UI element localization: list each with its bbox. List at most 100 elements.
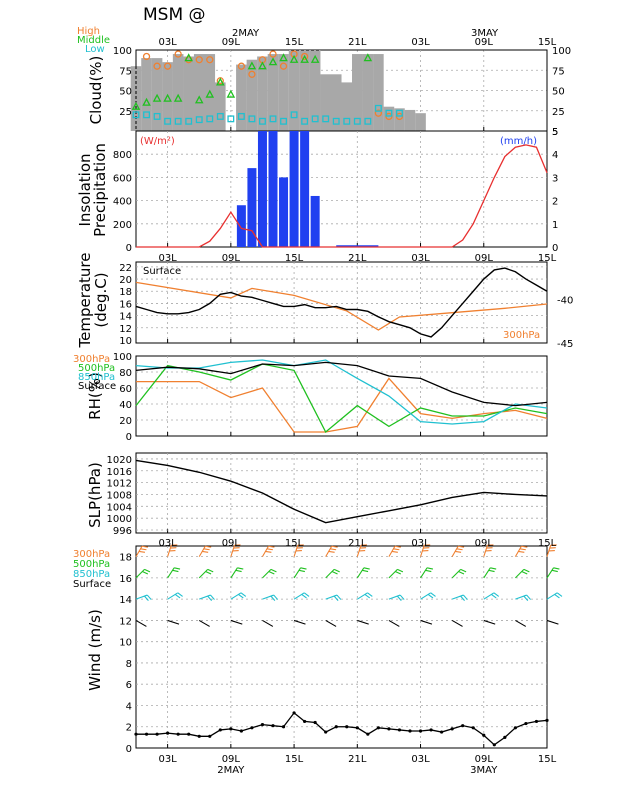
wind-barb-staff: [230, 592, 242, 600]
cloud-ytick: 100: [113, 46, 132, 57]
wind-barb-staff: [357, 619, 369, 625]
wind-barb-staff: [167, 592, 179, 600]
temp-ytick: 12: [119, 324, 132, 335]
temp-ytick: 16: [119, 299, 132, 310]
wind-barb-flag: [425, 569, 432, 573]
cloud-low-marker: [216, 112, 224, 120]
rh-line-0: [136, 377, 548, 433]
wind-barb-staff: [293, 567, 302, 579]
wind-barb-flag: [333, 568, 340, 573]
wind-surface-point: [281, 725, 286, 729]
insolation-unit: (W/m²): [140, 136, 175, 147]
day-label-top-2: 3MAY: [471, 28, 499, 39]
rh-line-2: [135, 359, 548, 425]
wind-barb-flag: [235, 569, 242, 573]
wind-barb-flag: [458, 545, 465, 548]
wind-barb-flag: [303, 592, 310, 597]
precip-ytick: 5: [552, 127, 558, 138]
wind-surface-line: [136, 711, 548, 746]
wind-barb-staff: [483, 619, 496, 625]
wind-surface-point: [334, 725, 338, 729]
cloud-total-bar: [246, 59, 258, 131]
rh-ylabel: RH(%): [86, 372, 104, 420]
xtick-top: 09L: [475, 37, 494, 48]
wind-barb-flag: [394, 545, 401, 548]
cloud-ytick: 50: [119, 87, 132, 98]
slp-frame: [135, 452, 548, 534]
cloud-low-marker: [343, 117, 351, 125]
wind-surface-point: [218, 728, 222, 732]
wind-barb-flag: [455, 550, 462, 553]
wind-barb-flag: [460, 568, 467, 573]
cloud-high-marker: [163, 62, 172, 70]
wind-surface-point: [187, 732, 191, 736]
slp-ytick: 1008: [107, 490, 132, 501]
wind-barb-flag: [556, 592, 563, 597]
wind-surface-point: [450, 727, 454, 731]
wind-barb-flag: [430, 592, 436, 597]
wind-barb-staff: [356, 567, 365, 579]
precip-ytick: 2: [552, 197, 558, 208]
wind-barb-flag: [174, 593, 181, 599]
cloud-ylabel: Cloud(%): [87, 56, 105, 125]
temperature-unit-ylabel: (deg.C): [92, 272, 110, 327]
wind-surface-point: [545, 718, 549, 722]
wind-barb-flag: [141, 545, 149, 548]
wind-barb-flag: [203, 548, 210, 551]
cloud-total-bar: [415, 113, 426, 131]
cloud-total-bar: [309, 50, 321, 131]
wind-barb-flag: [270, 568, 277, 573]
cloud-total-bar: [362, 54, 374, 131]
wind-surface-point: [376, 726, 380, 730]
wind-ytick: 18: [119, 553, 132, 564]
wind-barb-flag: [331, 545, 338, 548]
wind-legend-300: 300hPa: [73, 549, 110, 560]
cloud-high-marker: [195, 56, 203, 64]
wind-barb-staff: [262, 594, 274, 600]
cloud-low-marker: [322, 115, 330, 123]
cloud-middle-marker: [205, 89, 215, 98]
wind-barb-flag: [266, 548, 273, 551]
wind-barb-flag: [207, 595, 213, 601]
wind-surface-point: [429, 728, 433, 732]
cloud-total-bar: [278, 54, 289, 131]
wind-ytick: 12: [119, 616, 132, 627]
xtick-top: 03L: [158, 37, 177, 48]
xtick-top: 15L: [538, 37, 557, 48]
wind-barb-flag: [488, 569, 495, 573]
legend-low: Low: [85, 44, 105, 55]
wind-barb-flag: [395, 571, 402, 575]
wind-surface-point: [461, 724, 465, 728]
wind-surface-point: [229, 727, 233, 731]
wind-surface-point: [418, 729, 423, 733]
wind-barb-flag: [362, 569, 369, 573]
cloud-low-marker: [269, 115, 277, 123]
cloud-middle-marker: [300, 54, 309, 63]
cloud-low-marker: [164, 117, 172, 125]
rh-line-3: [135, 361, 548, 407]
cloud-high-marker: [237, 62, 246, 70]
wind-barb-flag: [238, 593, 244, 599]
cloud-low-marker: [153, 112, 161, 120]
wind-barb-flag: [490, 567, 497, 570]
wind-barb-flag: [363, 567, 370, 570]
wind-barb-flag: [144, 568, 151, 573]
wind-surface-point: [345, 725, 349, 729]
insolation-ytick: 800: [113, 150, 132, 161]
wind-ytick: 10: [119, 638, 132, 649]
xtick-top: 03L: [411, 37, 430, 48]
precip-ytick: 3: [552, 173, 558, 184]
wind-barb-flag: [364, 593, 371, 599]
xtick-wind: 15L: [538, 754, 557, 765]
temp-ytick: 20: [119, 275, 132, 286]
wind-barb-staff: [199, 594, 211, 600]
cloud-middle-marker: [268, 57, 278, 66]
wind-barb-flag: [328, 550, 335, 553]
cloud-high-marker: [174, 50, 182, 58]
wind-barb-staff: [420, 619, 433, 625]
day-label-bottom-1: 2MAY: [217, 765, 245, 776]
cloud-total-bar: [141, 58, 152, 131]
wind-barb-flag: [518, 550, 525, 553]
wind-barb-flag: [330, 548, 337, 551]
rh-ytick: 0: [126, 432, 132, 443]
